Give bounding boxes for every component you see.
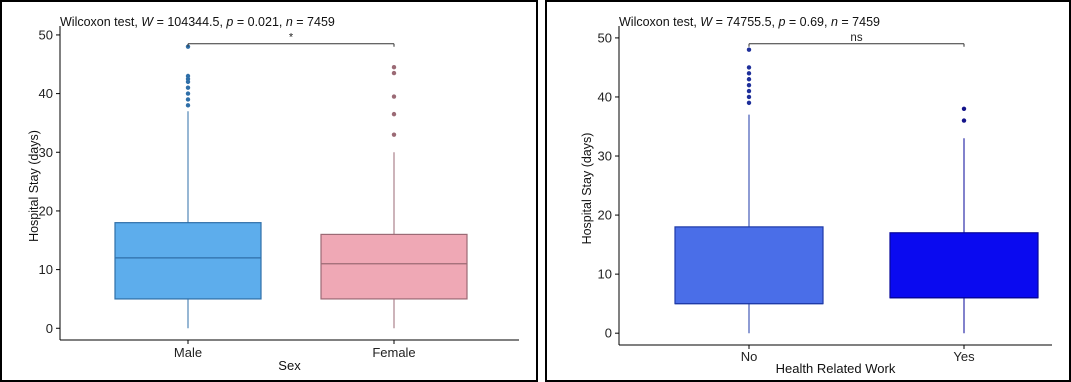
outlier-point-male [185, 91, 191, 96]
outlier-point-yes [961, 106, 967, 111]
y-axis-label: Hospital Stay (days) [580, 133, 594, 245]
outlier-point-male [185, 85, 191, 90]
x-tick-label-yes: Yes [953, 349, 975, 364]
x-axis-label: Health Related Work [776, 361, 896, 376]
box-male [114, 222, 262, 300]
y-tick-label: 50 [598, 30, 612, 45]
x-axis-label: Sex [278, 358, 301, 373]
y-tick-label: 10 [39, 262, 53, 277]
y-tick-label: 30 [39, 145, 53, 160]
outlier-point-male [185, 103, 191, 108]
outlier-point-female [391, 111, 397, 117]
boxplot-sex: Wilcoxon test, W = 104344.5, p = 0.021, … [27, 15, 519, 373]
outlier-point-no [746, 77, 752, 82]
y-tick-label: 0 [46, 321, 53, 336]
outlier-point-female [391, 65, 397, 70]
outlier-point-female [391, 132, 397, 137]
outlier-point-no [746, 88, 752, 94]
chart-subtitle: Wilcoxon test, W = 104344.5, p = 0.021, … [60, 15, 335, 29]
outlier-point-no [746, 65, 752, 70]
x-tick-label-female: Female [372, 345, 415, 360]
x-tick-label-no: No [741, 349, 758, 364]
outlier-point-yes [961, 118, 967, 123]
x-tick-label-male: Male [174, 345, 202, 360]
y-tick-label: 40 [598, 89, 612, 104]
outlier-point-no [746, 71, 752, 76]
y-tick-label: 30 [598, 149, 612, 164]
outlier-point-no [746, 100, 752, 106]
significance-label: ns [850, 32, 862, 44]
y-tick-label: 0 [605, 326, 612, 341]
outlier-point-no [746, 82, 752, 88]
y-tick-label: 20 [39, 203, 53, 218]
significance-label: * [289, 32, 294, 44]
outlier-point-male [185, 97, 191, 102]
chart-panel-health-work: Wilcoxon test, W = 74755.5, p = 0.69, n … [545, 0, 1071, 382]
outlier-point-female [391, 70, 397, 76]
outlier-point-no [746, 47, 752, 52]
y-tick-label: 40 [39, 86, 53, 101]
box-female [320, 233, 468, 300]
y-tick-label: 10 [598, 267, 612, 282]
y-axis-label: Hospital Stay (days) [27, 130, 41, 242]
boxplot-health-work: Wilcoxon test, W = 74755.5, p = 0.69, n … [580, 15, 1052, 376]
outlier-point-no [746, 94, 752, 100]
box-no [674, 226, 824, 305]
chart-panel-sex: Wilcoxon test, W = 104344.5, p = 0.021, … [0, 0, 538, 382]
y-tick-label: 50 [39, 27, 53, 42]
chart-subtitle: Wilcoxon test, W = 74755.5, p = 0.69, n … [619, 15, 880, 29]
outlier-point-female [391, 94, 397, 99]
y-tick-label: 20 [598, 208, 612, 223]
outlier-point-male [185, 73, 191, 79]
box-yes [889, 232, 1039, 299]
